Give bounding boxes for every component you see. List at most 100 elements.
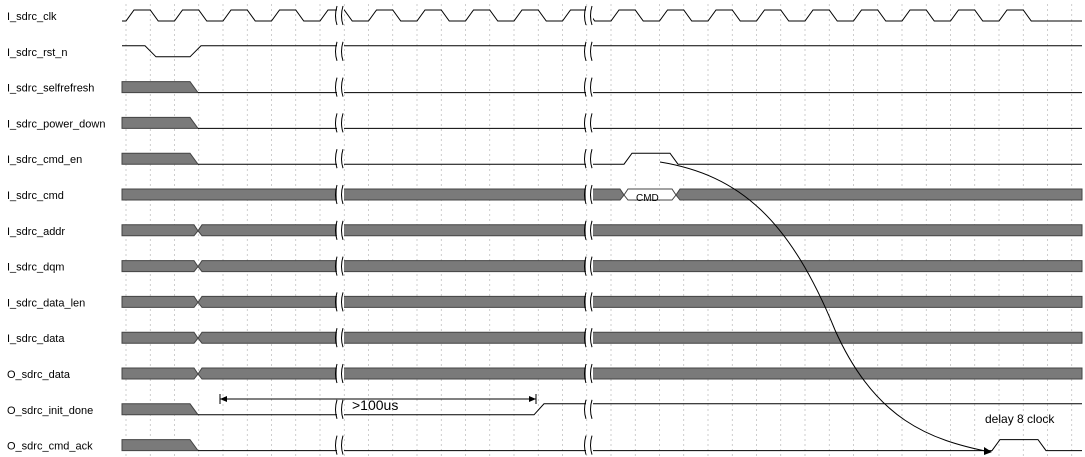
signal-row [121,152,1082,165]
break-gap [337,150,344,168]
break-mark [584,5,587,26]
break-gap [586,42,593,60]
signal-row [121,188,1083,201]
bus-segment [121,224,199,237]
break-mark [335,328,338,348]
break-mark [584,435,587,455]
signal-label: O_sdrc_init_done [7,405,93,417]
signal-row [121,295,1083,308]
signal-waveforms [121,9,1083,452]
break-mark [341,41,344,61]
ack-delay-label: delay 8 clock [985,412,1055,426]
signal-label: O_sdrc_data [7,369,71,381]
signal-label: I_sdrc_addr [7,226,65,238]
break-mark [590,220,593,240]
break-mark [584,363,587,384]
bus-segment [675,188,1083,201]
signal-waveform [198,403,1082,416]
signal-row [121,403,1082,416]
init-wait-arrow-left [220,396,227,402]
break-mark [590,399,593,419]
undefined-region [121,403,199,416]
break-mark [590,113,593,133]
break-mark [335,256,338,276]
signal-label: O_sdrc_cmd_ack [7,441,93,453]
break-gap [586,257,593,275]
break-gap [586,436,593,454]
signal-label: I_sdrc_power_down [7,118,105,130]
break-mark [590,184,593,205]
break-gap [337,78,344,96]
break-mark [335,149,338,169]
break-gap [586,150,593,168]
break-mark [335,435,338,455]
break-gap [337,42,344,60]
break-mark [590,292,593,312]
break-mark [590,256,593,276]
signal-row [121,260,1083,273]
break-gap [337,365,344,382]
break-gap [337,400,344,418]
undefined-region [121,152,199,165]
signal-labels: I_sdrc_clk I_sdrc_rst_n I_sdrc_selfrefresh… [7,11,105,453]
break-mark [584,220,587,240]
signal-row [122,9,1082,22]
break-gap [586,186,593,203]
break-gap [586,114,593,132]
break-gap [337,221,344,239]
break-mark [335,363,338,384]
signal-row [122,45,1082,58]
break-mark [335,184,338,205]
bus-segment [197,331,1083,344]
signal-row [121,116,1082,129]
bus-segment [121,260,199,273]
signal-row [121,367,1083,380]
signal-waveform [198,439,1082,452]
break-gap [586,221,593,239]
bus-segment [197,295,1083,308]
signal-label: I_sdrc_rst_n [7,47,68,59]
break-mark [590,435,593,455]
signal-label: I_sdrc_clk [7,11,57,23]
bus-segment [197,260,1083,273]
break-mark [341,399,344,419]
bus-segment [197,367,1083,380]
break-gap [337,186,344,203]
break-mark [341,77,344,97]
break-mark [584,328,587,348]
break-mark [341,256,344,276]
break-mark [335,113,338,133]
break-mark [335,292,338,312]
ack-delay-arrowhead [984,447,992,455]
break-gap [337,114,344,132]
init-wait-label: >100us [352,397,398,413]
cmd-value-label: CMD [636,193,659,204]
clock-waveform [122,9,1082,22]
signal-label: I_sdrc_data [7,333,65,345]
break-gap [337,257,344,275]
bus-segment [121,367,199,380]
signal-label: I_sdrc_selfrefresh [7,83,94,95]
break-mark [590,328,593,348]
break-gap [586,293,593,311]
undefined-region [121,116,199,129]
break-gap [586,78,593,96]
break-mark [584,256,587,276]
break-mark [335,399,338,419]
break-mark [341,149,344,169]
break-mark [341,435,344,455]
time-break-marks [335,5,593,455]
ack-delay-curve [659,161,991,453]
break-mark [584,77,587,97]
undefined-region [121,81,199,94]
break-mark [584,184,587,205]
init-wait-annotation: >100us [219,394,537,413]
break-mark [341,5,344,26]
undefined-region [121,439,199,452]
signal-row [121,224,1083,237]
signal-row [121,331,1083,344]
break-mark [341,363,344,384]
bus-segment [121,331,199,344]
bus-segment [197,224,1083,237]
